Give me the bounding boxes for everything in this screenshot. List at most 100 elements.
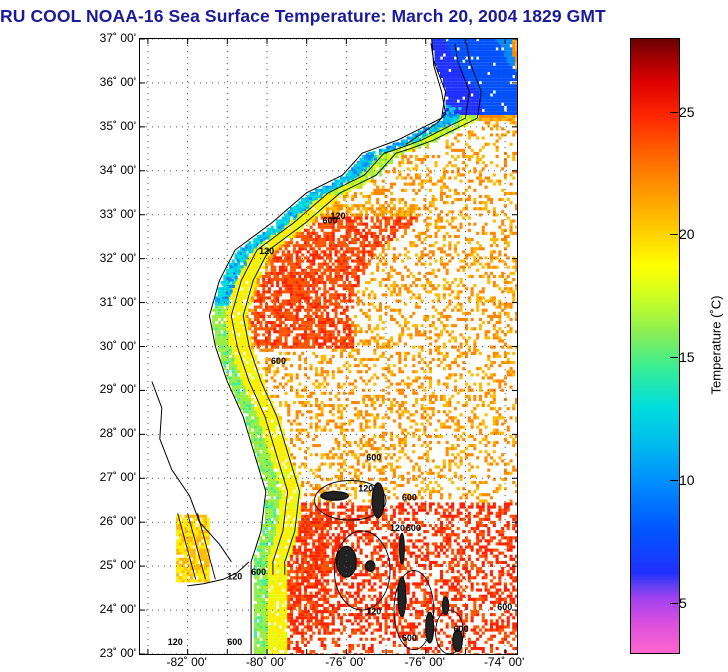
- sst-pixel: [292, 480, 296, 484]
- sst-pixel: [434, 607, 438, 611]
- sst-pixel: [392, 373, 396, 377]
- sst-pixel: [320, 594, 324, 598]
- sst-pixel: [428, 502, 432, 506]
- sst-pixel: [467, 348, 471, 352]
- sst-pixel: [328, 613, 332, 617]
- sst-pixel: [512, 437, 516, 441]
- sst-pixel: [506, 640, 510, 644]
- sst-pixel: [253, 413, 257, 417]
- sst-pixel: [245, 364, 249, 368]
- sst-pixel: [298, 382, 302, 386]
- sst-pixel: [387, 391, 391, 395]
- sst-pixel: [295, 619, 299, 623]
- sst-pixel: [417, 354, 421, 358]
- sst-pixel: [387, 357, 391, 361]
- sst-pixel: [259, 594, 263, 598]
- sst-pixel: [256, 388, 260, 392]
- sst-pixel: [231, 361, 235, 365]
- sst-pixel: [270, 607, 274, 611]
- sst-pixel: [248, 385, 252, 389]
- sst-pixel: [451, 551, 455, 555]
- sst-pixel: [315, 591, 319, 595]
- sst-pixel: [290, 502, 294, 506]
- sst-pixel: [395, 551, 399, 555]
- sst-pixel: [276, 631, 280, 635]
- sst-pixel: [242, 394, 246, 398]
- sst-pixel: [384, 447, 388, 451]
- sst-pixel: [315, 333, 319, 337]
- sst-pixel: [384, 342, 388, 346]
- sst-pixel: [284, 637, 288, 641]
- sst-pixel: [495, 354, 499, 358]
- sst-pixel: [270, 459, 274, 463]
- sst-pixel: [428, 342, 432, 346]
- sst-pixel: [320, 345, 324, 349]
- sst-pixel: [337, 477, 341, 481]
- sst-pixel: [306, 628, 310, 632]
- sst-pixel: [265, 437, 269, 441]
- sst-pixel: [498, 570, 502, 574]
- sst-pixel: [484, 434, 488, 438]
- sst-pixel: [265, 610, 269, 614]
- sst-map[interactable]: 120 600 120 600 600 120 600 120 600 600 120 120 600 6…: [139, 38, 518, 655]
- sst-pixel: [298, 327, 302, 331]
- sst-pixel: [353, 493, 357, 497]
- sst-pixel: [276, 447, 280, 451]
- sst-pixel: [290, 508, 294, 512]
- sst-pixel: [265, 570, 269, 574]
- sst-pixel: [256, 419, 260, 423]
- sst-pixel: [187, 536, 191, 540]
- sst-pixel: [367, 462, 371, 466]
- sst-pixel: [203, 514, 207, 518]
- sst-pixel: [367, 582, 371, 586]
- sst-pixel: [323, 536, 327, 540]
- sst-pixel: [334, 539, 338, 543]
- sst-pixel: [345, 508, 349, 512]
- sst-pixel: [317, 567, 321, 571]
- sst-pixel: [401, 484, 405, 488]
- sst-pixel: [273, 600, 277, 604]
- sst-pixel: [478, 634, 482, 638]
- sst-pixel: [217, 327, 221, 331]
- sst-pixel: [292, 585, 296, 589]
- sst-pixel: [401, 388, 405, 392]
- sst-pixel: [423, 397, 427, 401]
- sst-pixel: [365, 444, 369, 448]
- sst-pixel: [284, 453, 288, 457]
- sst-pixel: [256, 637, 260, 641]
- sst-pixel: [367, 388, 371, 392]
- sst-pixel: [503, 585, 507, 589]
- sst-pixel: [501, 388, 505, 392]
- sst-pixel: [451, 533, 455, 537]
- sst-pixel: [495, 431, 499, 435]
- sst-pixel: [370, 554, 374, 558]
- sst-pixel: [484, 622, 488, 626]
- sst-pixel: [428, 591, 432, 595]
- sst-pixel: [259, 619, 263, 623]
- sst-pixel: [315, 354, 319, 358]
- sst-pixel: [487, 468, 491, 472]
- sst-pixel: [431, 459, 435, 463]
- sst-pixel: [240, 379, 244, 383]
- sst-pixel: [373, 545, 377, 549]
- sst-pixel: [281, 437, 285, 441]
- sst-pixel: [273, 524, 277, 528]
- sst-pixel: [459, 594, 463, 598]
- sst-pixel: [448, 404, 452, 408]
- sst-pixel: [403, 401, 407, 405]
- sst-pixel: [442, 539, 446, 543]
- sst-pixel: [442, 397, 446, 401]
- sst-pixel: [498, 594, 502, 598]
- sst-pixel: [287, 508, 291, 512]
- sst-pixel: [276, 517, 280, 521]
- sst-pixel: [465, 342, 469, 346]
- sst-pixel: [298, 471, 302, 475]
- sst-pixel: [359, 484, 363, 488]
- sst-pixel: [226, 373, 230, 377]
- sst-pixel: [273, 385, 277, 389]
- sst-pixel: [384, 465, 388, 469]
- sst-pixel: [295, 520, 299, 524]
- sst-pixel: [273, 342, 277, 346]
- sst-pixel: [181, 557, 185, 561]
- sst-pixel: [465, 567, 469, 571]
